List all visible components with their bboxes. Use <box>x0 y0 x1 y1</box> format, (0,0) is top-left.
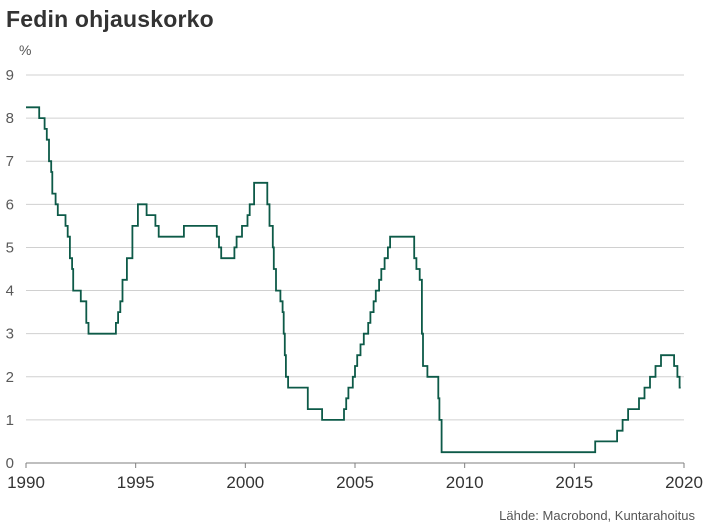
fed-funds-rate-line <box>26 106 681 454</box>
y-tick-label: 7 <box>6 153 14 170</box>
y-tick-labels: 0 1 2 3 4 5 6 7 8 9 <box>6 67 14 472</box>
x-tick-label: 1990 <box>7 473 45 492</box>
x-tick-label: 2015 <box>555 473 593 492</box>
y-tick-label: 6 <box>6 196 14 213</box>
y-tick-label: 4 <box>6 283 14 300</box>
y-axis-unit-label: % <box>19 42 32 58</box>
x-tick-labels: 1990 1995 2000 2005 2010 2015 2020 <box>7 463 703 492</box>
x-tick-label: 2000 <box>226 473 264 492</box>
chart-title: Fedin ohjauskorko <box>6 6 214 32</box>
y-tick-label: 8 <box>6 110 14 127</box>
y-tick-label: 5 <box>6 239 14 256</box>
y-tick-label: 2 <box>6 369 14 386</box>
x-tick-label: 2020 <box>665 473 703 492</box>
source-note: Lähde: Macrobond, Kuntarahoitus <box>499 508 695 523</box>
gridlines <box>26 74 684 421</box>
x-tick-label: 2005 <box>336 473 374 492</box>
x-tick-label: 2010 <box>446 473 484 492</box>
y-tick-label: 1 <box>6 412 14 429</box>
y-tick-label: 9 <box>6 67 14 84</box>
y-tick-label: 3 <box>6 326 14 343</box>
y-tick-label: 0 <box>6 455 14 472</box>
x-tick-label: 1995 <box>117 473 155 492</box>
